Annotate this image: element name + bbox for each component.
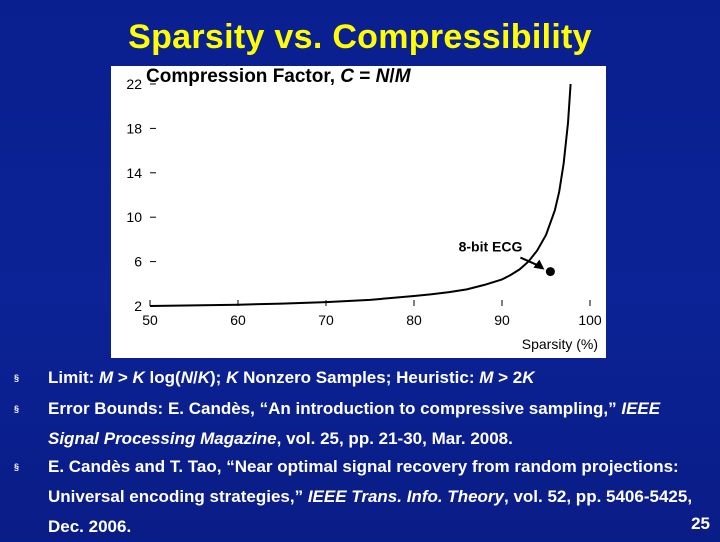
y-tick-label: 22 [126,76,142,92]
bullet-segment: N [180,368,193,387]
bullet-segment: K [522,368,535,387]
bullet-segment: Limit: [48,368,99,387]
bullet-segment: M [479,368,494,387]
y-tick-label: 18 [126,120,142,136]
bullet-text: Error Bounds: E. Candès, “An introductio… [48,394,706,454]
bullet-segment: K [197,368,211,387]
bullet-segment: , vol. 52, pp. 5406-5425, Dec. 2006. [48,487,693,536]
bullet-segment: IEEE Trans. Info. Theory [307,487,504,506]
chart-title-part: Compression Factor, [146,66,340,87]
series-curve [149,83,572,307]
page-number: 25 [691,514,710,533]
bullet-segment: E. Candès and T. Tao, “Near optimal sign… [48,457,679,506]
ecg-point [545,267,555,277]
bullet-segment: Error Bounds: E. Candès, “An introductio… [48,399,622,418]
chart-title-part: C [340,66,354,87]
x-tick-label: 70 [318,312,334,328]
chart-title-part: N [376,66,391,87]
bullet-segment: ); [210,368,227,387]
plot-background [111,66,606,358]
bullet-marker: § [14,373,20,383]
y-tick-label: 10 [126,209,142,225]
bullet-marker: § [14,404,20,414]
bullet-segment: > 2 [493,368,523,387]
annotation-group: 8-bit ECG [459,239,555,277]
y-tick-label: 2 [134,298,142,314]
slide-title: Sparsity vs. Compressibility [128,18,592,56]
x-tick-label: 60 [230,312,246,328]
bullet-text: Limit: M > K log(N/K); K Nonzero Samples… [48,363,706,393]
bullet-segment: > [113,368,133,387]
bullet-segment: IEEE Signal Processing Magazine [48,399,661,448]
axes [149,83,591,307]
y-tick-label: 14 [126,165,142,181]
bullet-segment: M [99,368,114,387]
x-axis-label: Sparsity (%) [522,336,598,352]
chart-title-part: / [389,66,395,87]
x-tick-label: 100 [578,312,602,328]
bullet-segment: log( [144,368,181,387]
x-tick-label: 80 [406,312,422,328]
bullet-segment: , vol. 25, pp. 21-30, Mar. 2008. [276,429,513,448]
tick-labels: 2 6 10 14 18 22 50 60 70 80 90 100 [126,76,601,328]
annotation-arrow [519,256,539,267]
chart-title-part: M [395,66,412,87]
bullet-marker: § [14,462,20,472]
x-tick-label: 90 [494,312,510,328]
y-tick-label: 6 [134,254,142,270]
x-tick-label: 50 [142,312,158,328]
arrow-head [533,259,545,270]
chart-title-part: = [354,66,376,87]
bullet-segment: K [226,368,239,387]
bullet-segment: Nonzero Samples; Heuristic: [238,368,480,387]
annotation-label: 8-bit ECG [459,239,523,255]
chart-title: Compression Factor, C = N/M [146,66,412,87]
bullet-segment: K [132,368,145,387]
bullet-text: E. Candès and T. Tao, “Near optimal sign… [48,452,706,542]
bullet-segment: / [193,368,198,387]
